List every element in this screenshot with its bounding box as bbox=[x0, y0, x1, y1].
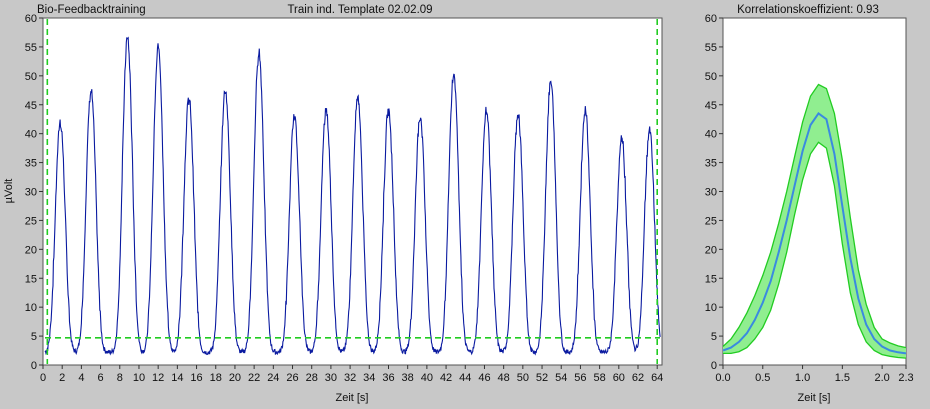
main-x-tick-label: 10 bbox=[133, 372, 145, 384]
main-y-tick-label: 10 bbox=[25, 302, 37, 314]
template-x-tick-label: 0.5 bbox=[755, 372, 770, 384]
template-y-tick-label: 15 bbox=[705, 273, 717, 285]
main-x-tick-label: 28 bbox=[306, 372, 318, 384]
template-x-tick-label: 0.0 bbox=[715, 372, 730, 384]
main-x-tick-label: 30 bbox=[325, 372, 337, 384]
template-chart[interactable]: 0 5 10 15 20 25 30 35 40 45 50 55 60 0.0 0.5 1.0 1.5 2.0… bbox=[705, 13, 914, 404]
template-confidence-band bbox=[723, 84, 906, 359]
main-x-tick-label: 4 bbox=[78, 372, 84, 384]
main-x-tick-label: 58 bbox=[593, 372, 605, 384]
main-x-axis: 0 2 4 6 8 10 12 14 16 18 20 22 24 26 28 30 32 34 36 38 40 42 4… bbox=[40, 365, 663, 384]
template-y-tick-label: 45 bbox=[705, 100, 717, 112]
main-y-tick-label: 40 bbox=[25, 129, 37, 141]
main-x-tick-label: 32 bbox=[344, 372, 356, 384]
main-y-tick-label: 55 bbox=[25, 42, 37, 54]
main-x-tick-label: 50 bbox=[517, 372, 529, 384]
template-y-tick-label: 0 bbox=[711, 360, 717, 372]
template-y-tick-label: 55 bbox=[705, 42, 717, 54]
template-mean-line bbox=[722, 111, 907, 355]
main-x-tick-label: 62 bbox=[632, 372, 644, 384]
main-y-tick-label: 60 bbox=[25, 13, 37, 25]
template-x-tick-label: 2.3 bbox=[898, 372, 913, 384]
main-x-tick-label: 60 bbox=[613, 372, 625, 384]
main-y-tick-label: 30 bbox=[25, 187, 37, 199]
main-x-tick-label: 54 bbox=[555, 372, 567, 384]
template-y-tick-label: 60 bbox=[705, 13, 717, 25]
main-y-tick-label: 45 bbox=[25, 100, 37, 112]
main-y-tick-label: 35 bbox=[25, 158, 37, 170]
main-x-tick-label: 24 bbox=[267, 372, 279, 384]
app-title: Bio-Feedbacktraining bbox=[37, 4, 146, 16]
emg-signal-line bbox=[44, 36, 661, 356]
template-x-tick-label: 1.5 bbox=[835, 372, 850, 384]
main-x-tick-label: 52 bbox=[536, 372, 548, 384]
correlation-coefficient-label: Korrelationskoeffizient: 0.93 bbox=[737, 4, 879, 16]
main-x-tick-label: 12 bbox=[152, 372, 164, 384]
template-y-tick-label: 40 bbox=[705, 129, 717, 141]
main-x-tick-label: 14 bbox=[171, 372, 183, 384]
template-y-tick-label: 25 bbox=[705, 215, 717, 227]
main-y-tick-label: 50 bbox=[25, 71, 37, 83]
main-x-tick-label: 8 bbox=[117, 372, 123, 384]
main-x-tick-label: 40 bbox=[421, 372, 433, 384]
main-x-tick-label: 26 bbox=[286, 372, 298, 384]
main-y-tick-label: 20 bbox=[25, 244, 37, 256]
template-y-tick-label: 30 bbox=[705, 187, 717, 199]
main-y-tick-label: 0 bbox=[31, 360, 37, 372]
template-x-axis-label: Zeit [s] bbox=[797, 392, 830, 404]
main-y-axis-label: µVolt bbox=[3, 179, 15, 204]
main-y-axis: 0 5 10 15 20 25 30 35 40 45 50 55 60 bbox=[25, 13, 43, 372]
main-y-tick-label: 25 bbox=[25, 215, 37, 227]
main-x-tick-label: 64 bbox=[651, 372, 663, 384]
main-x-tick-label: 2 bbox=[59, 372, 65, 384]
template-x-axis: 0.0 0.5 1.0 1.5 2.0 2.3 bbox=[715, 365, 914, 384]
template-x-tick-label: 1.0 bbox=[795, 372, 810, 384]
main-x-tick-label: 44 bbox=[459, 372, 471, 384]
template-y-tick-label: 50 bbox=[705, 71, 717, 83]
template-y-tick-label: 20 bbox=[705, 244, 717, 256]
template-y-tick-label: 35 bbox=[705, 158, 717, 170]
main-x-tick-label: 16 bbox=[190, 372, 202, 384]
template-y-axis: 0 5 10 15 20 25 30 35 40 45 50 55 60 bbox=[705, 13, 723, 372]
template-upper-bound-line bbox=[722, 83, 907, 349]
main-x-tick-label: 6 bbox=[98, 372, 104, 384]
main-x-tick-label: 20 bbox=[229, 372, 241, 384]
main-x-tick-label: 48 bbox=[498, 372, 510, 384]
template-lower-bound-line bbox=[723, 141, 907, 359]
main-y-tick-label: 15 bbox=[25, 273, 37, 285]
main-y-tick-label: 5 bbox=[31, 331, 37, 343]
main-x-tick-label: 22 bbox=[248, 372, 260, 384]
main-x-tick-label: 38 bbox=[402, 372, 414, 384]
main-x-axis-label: Zeit [s] bbox=[335, 392, 368, 404]
template-y-tick-label: 10 bbox=[705, 302, 717, 314]
main-x-tick-label: 36 bbox=[382, 372, 394, 384]
main-x-tick-label: 18 bbox=[210, 372, 222, 384]
main-x-tick-label: 0 bbox=[40, 372, 46, 384]
chart-title: Train ind. Template 02.02.09 bbox=[287, 4, 432, 16]
template-x-tick-label: 2.0 bbox=[874, 372, 889, 384]
main-x-tick-label: 56 bbox=[574, 372, 586, 384]
main-x-tick-label: 42 bbox=[440, 372, 452, 384]
main-x-tick-label: 46 bbox=[478, 372, 490, 384]
template-y-tick-label: 5 bbox=[711, 331, 717, 343]
main-x-tick-label: 34 bbox=[363, 372, 375, 384]
